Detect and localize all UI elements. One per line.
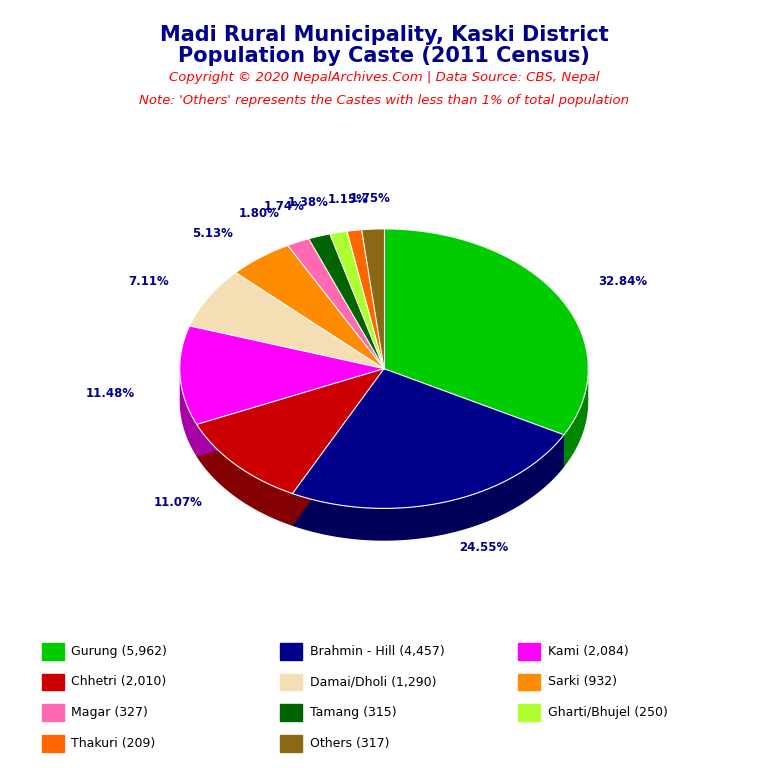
Polygon shape xyxy=(197,369,384,457)
Polygon shape xyxy=(329,231,384,369)
Text: Kami (2,084): Kami (2,084) xyxy=(548,645,628,657)
Polygon shape xyxy=(293,369,384,526)
Polygon shape xyxy=(564,369,588,467)
Text: 5.13%: 5.13% xyxy=(192,227,233,240)
Polygon shape xyxy=(384,229,588,435)
Text: Population by Caste (2011 Census): Population by Caste (2011 Census) xyxy=(178,46,590,66)
Polygon shape xyxy=(197,425,293,526)
Text: Chhetri (2,010): Chhetri (2,010) xyxy=(71,676,167,688)
Text: 24.55%: 24.55% xyxy=(459,541,508,554)
Polygon shape xyxy=(309,234,384,369)
Text: Tamang (315): Tamang (315) xyxy=(310,707,396,719)
Text: Thakuri (209): Thakuri (209) xyxy=(71,737,156,750)
Text: 1.38%: 1.38% xyxy=(287,196,328,209)
Text: 1.74%: 1.74% xyxy=(264,200,305,214)
Polygon shape xyxy=(293,435,564,541)
Polygon shape xyxy=(384,369,564,467)
Text: 7.11%: 7.11% xyxy=(129,275,170,288)
Polygon shape xyxy=(197,369,384,457)
Polygon shape xyxy=(293,369,564,508)
Text: 1.80%: 1.80% xyxy=(238,207,279,220)
Polygon shape xyxy=(236,245,384,369)
Polygon shape xyxy=(180,326,384,425)
Text: Gurung (5,962): Gurung (5,962) xyxy=(71,645,167,657)
Text: 32.84%: 32.84% xyxy=(598,275,647,287)
Polygon shape xyxy=(288,239,384,369)
Polygon shape xyxy=(190,273,384,369)
Text: Note: 'Others' represents the Castes with less than 1% of total population: Note: 'Others' represents the Castes wit… xyxy=(139,94,629,107)
Text: 11.48%: 11.48% xyxy=(86,387,135,400)
Polygon shape xyxy=(384,369,564,467)
Text: Magar (327): Magar (327) xyxy=(71,707,148,719)
Text: Damai/Dholi (1,290): Damai/Dholi (1,290) xyxy=(310,676,436,688)
Polygon shape xyxy=(180,369,197,457)
Text: Brahmin - Hill (4,457): Brahmin - Hill (4,457) xyxy=(310,645,444,657)
Text: Gharti/Bhujel (250): Gharti/Bhujel (250) xyxy=(548,707,667,719)
Text: 1.75%: 1.75% xyxy=(350,192,391,205)
Polygon shape xyxy=(293,369,384,526)
Text: 11.07%: 11.07% xyxy=(154,495,203,508)
Text: Copyright © 2020 NepalArchives.Com | Data Source: CBS, Nepal: Copyright © 2020 NepalArchives.Com | Dat… xyxy=(169,71,599,84)
Polygon shape xyxy=(347,230,384,369)
Polygon shape xyxy=(197,369,384,494)
Polygon shape xyxy=(362,229,384,369)
Text: Others (317): Others (317) xyxy=(310,737,389,750)
Text: Madi Rural Municipality, Kaski District: Madi Rural Municipality, Kaski District xyxy=(160,25,608,45)
Text: 1.15%: 1.15% xyxy=(327,194,368,207)
Text: Sarki (932): Sarki (932) xyxy=(548,676,617,688)
